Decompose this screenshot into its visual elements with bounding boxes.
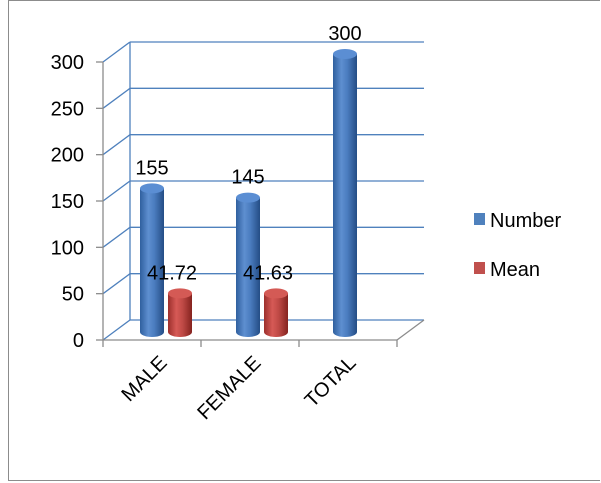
bar-male-number-top (140, 183, 164, 193)
legend-swatch-number (474, 213, 485, 225)
x-category-label: TOTAL (301, 352, 361, 412)
bar-female-number-top (236, 193, 260, 203)
x-category-label: MALE (117, 352, 171, 406)
legend-swatch-mean (474, 262, 485, 274)
y-tick-label: 300 (51, 52, 84, 74)
y-tick-label: 0 (73, 330, 84, 352)
data-label-male-mean: 41.72 (147, 262, 197, 284)
gridline-diagonal (103, 135, 130, 155)
bar-total-number-top (333, 49, 357, 59)
gridline-diagonal (103, 274, 130, 294)
legend-label-mean: Mean (490, 259, 540, 281)
data-label-female-mean: 41.63 (243, 262, 293, 284)
data-label-male-number: 155 (135, 157, 168, 179)
x-category-labels: MALE FEMALE TOTAL (117, 352, 360, 424)
gridline-diagonal (103, 320, 130, 340)
gridline-diagonal (103, 227, 130, 247)
data-label-female-number: 145 (231, 167, 264, 189)
bar-male-mean-top (168, 288, 192, 298)
y-tick-label: 200 (51, 145, 84, 167)
bar-total-number-body (333, 54, 357, 337)
gridline-diagonal (103, 42, 130, 62)
bar-total-number (333, 49, 357, 337)
bar-male-number (140, 183, 164, 337)
y-tick-label: 250 (51, 98, 84, 120)
gridline-diagonal (103, 181, 130, 201)
bar-male-mean (168, 288, 192, 337)
data-label-total-number: 300 (328, 23, 361, 45)
bar-male-mean-body (168, 293, 192, 337)
bars (140, 49, 357, 337)
y-tick-label: 150 (51, 191, 84, 213)
y-tick-labels: 0 50 100 150 200 250 300 (51, 52, 84, 352)
bar-female-mean (264, 288, 288, 337)
legend-label-number: Number (490, 210, 561, 232)
gridline-diagonal (103, 88, 130, 108)
legend: Number Mean (474, 210, 561, 281)
y-tick-label: 50 (62, 284, 84, 306)
bar-female-mean-top (264, 288, 288, 298)
y-tick-label: 100 (51, 237, 84, 259)
floor-edge (397, 320, 424, 340)
x-category-label: FEMALE (193, 352, 265, 424)
bar-female-mean-body (264, 293, 288, 337)
